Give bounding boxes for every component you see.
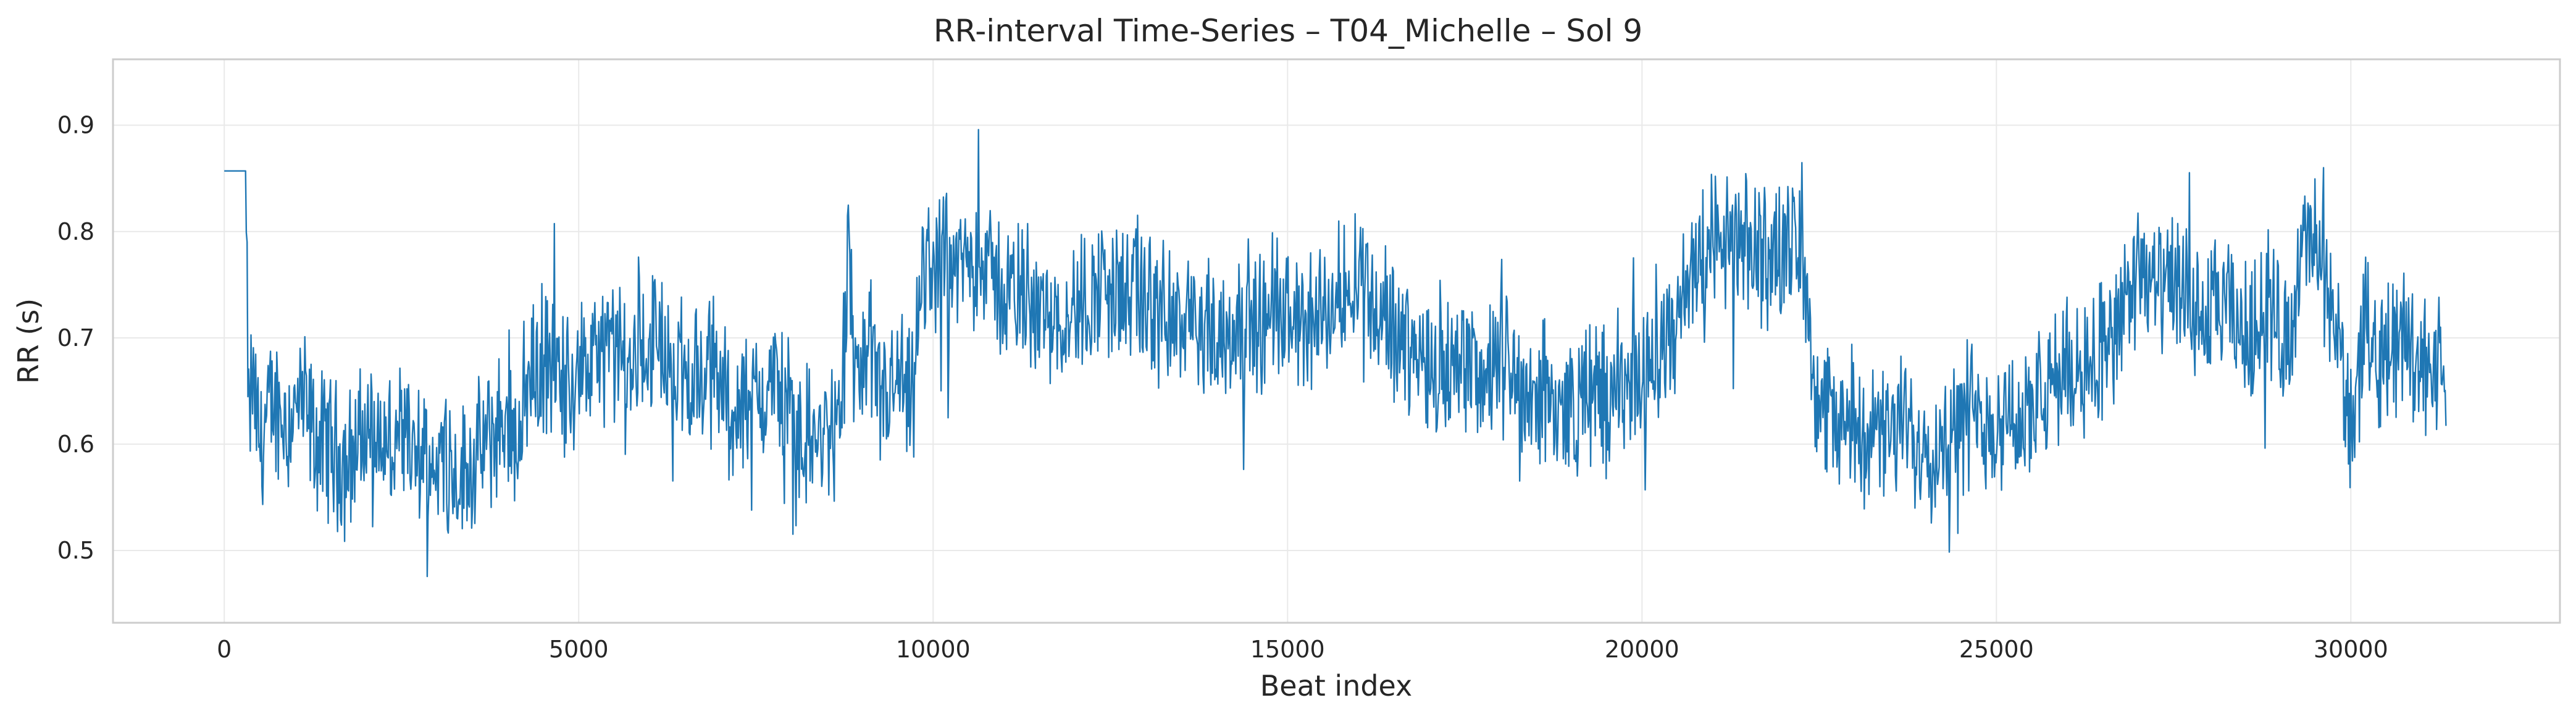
y-tick-label: 0.6 <box>57 431 94 458</box>
x-tick-label: 5000 <box>549 636 609 663</box>
x-tick-label: 10000 <box>896 636 971 663</box>
x-tick-label: 20000 <box>1605 636 1679 663</box>
x-tick-label: 25000 <box>1959 636 2034 663</box>
x-axis-ticks: 0 5000 10000 15000 20000 25000 30000 <box>217 636 2388 663</box>
plot-frame <box>112 58 2561 624</box>
y-tick-label: 0.7 <box>57 324 94 352</box>
y-tick-label: 0.8 <box>57 218 94 245</box>
x-tick-label: 15000 <box>1250 636 1325 663</box>
y-tick-label: 0.5 <box>57 537 94 564</box>
x-tick-label: 0 <box>217 636 232 663</box>
chart-title: RR-interval Time-Series – T04_Michelle –… <box>934 13 1642 49</box>
series-line-group <box>224 129 2447 578</box>
series-line <box>224 129 2447 578</box>
grid <box>113 59 2560 623</box>
x-axis-label: Beat index <box>1260 669 1413 702</box>
y-axis-ticks: 0.5 0.6 0.7 0.8 0.9 <box>57 112 94 564</box>
x-tick-label: 30000 <box>2314 636 2388 663</box>
y-tick-label: 0.9 <box>57 112 94 139</box>
y-axis-label: RR (s) <box>12 298 45 384</box>
